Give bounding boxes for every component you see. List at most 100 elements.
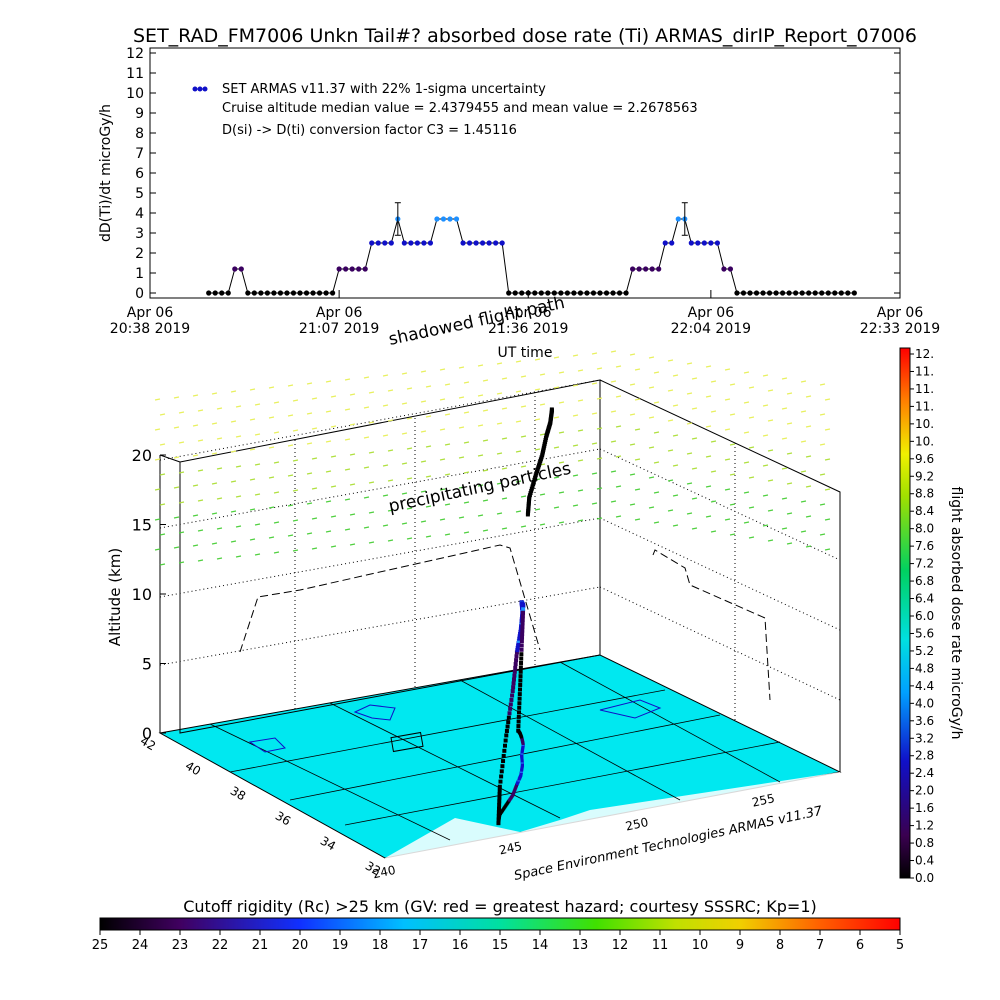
dose-rate-point (688, 240, 694, 246)
cutoff-colorbar-tick-label: 17 (412, 938, 429, 953)
cutoff-colorbar-tick-label: 8 (776, 938, 784, 953)
particle-mark (463, 411, 470, 414)
particle-mark (368, 511, 375, 514)
particle-mark (653, 371, 660, 374)
particle-mark (192, 454, 199, 457)
dose-colorbar-tick-label: 4.8 (915, 661, 934, 675)
particle-mark (482, 379, 489, 382)
flight-path-point (517, 692, 522, 697)
particle-mark (230, 450, 237, 453)
dose-rate-point (773, 290, 779, 296)
particle-mark (178, 531, 185, 534)
particle-mark (425, 415, 432, 418)
dose-rate-point (806, 290, 812, 296)
particle-mark (249, 508, 256, 511)
particle-mark (762, 464, 769, 467)
particle-mark (767, 389, 774, 392)
particle-mark (615, 365, 622, 368)
particle-mark (800, 410, 807, 413)
particle-mark (235, 435, 242, 438)
particle-mark (558, 491, 565, 494)
flight-path-point (521, 607, 526, 612)
dose-rate-point (303, 290, 310, 296)
particle-mark (539, 433, 546, 436)
flight-path-point (517, 696, 522, 701)
flight-path-point (517, 636, 522, 641)
particle-mark (653, 491, 660, 494)
particle-mark (306, 442, 313, 445)
top-y-tick-label: 4 (135, 206, 144, 222)
particle-mark (781, 527, 788, 530)
cutoff-colorbar-bar (99, 917, 901, 931)
particle-mark (425, 475, 432, 478)
particle-mark (235, 405, 242, 408)
particle-mark (819, 473, 826, 476)
particle-mark (368, 391, 375, 394)
particle-mark (216, 557, 223, 560)
flight-path-point (508, 706, 513, 711)
particle-mark (325, 500, 332, 503)
particle-mark (178, 441, 185, 444)
particle-mark (648, 446, 655, 449)
top-y-tick-label: 3 (135, 226, 144, 242)
error-bars (394, 202, 688, 236)
dose-rate-point (512, 290, 518, 296)
particle-mark (382, 464, 389, 467)
particle-mark (197, 409, 204, 412)
particle-mark (596, 487, 603, 490)
particle-mark (653, 521, 660, 524)
particle-mark (539, 373, 546, 376)
particle-mark (558, 401, 565, 404)
particle-mark (520, 465, 527, 468)
particle-mark (629, 383, 636, 386)
particle-mark (724, 488, 731, 491)
shadowed-path-point (533, 473, 538, 478)
particle-mark (819, 503, 826, 506)
particle-mark (686, 482, 693, 485)
shadowed-path-point (538, 459, 543, 464)
particle-mark (824, 518, 831, 521)
particle-mark (406, 387, 413, 390)
particle-mark (482, 529, 489, 532)
dose-colorbar-tick-label: 5.2 (915, 644, 934, 658)
top-y-axis-label: dD(Ti)/dt microGy/h (98, 104, 114, 242)
particle-mark (482, 409, 489, 412)
dose-colorbar-tick-label: 4.0 (915, 696, 934, 710)
particle-mark (439, 368, 446, 371)
particle-mark (634, 488, 641, 491)
particle-mark (824, 428, 831, 431)
particle-mark (159, 503, 166, 506)
particle-mark (444, 383, 451, 386)
particle-mark (705, 515, 712, 518)
particle-mark (325, 440, 332, 443)
particle-mark (439, 458, 446, 461)
particle-mark (325, 470, 332, 473)
particle-mark (292, 519, 299, 522)
dose-rate-point (584, 290, 590, 296)
top-y-tick-label: 9 (135, 106, 144, 122)
particle-mark (230, 420, 237, 423)
particle-mark (306, 502, 313, 505)
particle-mark (439, 518, 446, 521)
particle-mark (178, 501, 185, 504)
particle-mark (401, 492, 408, 495)
particle-mark (572, 474, 579, 477)
longitude-tick-label: 255 (751, 791, 776, 809)
particle-mark (539, 523, 546, 526)
dose-rate-point (590, 290, 597, 296)
top-x-tick-time: 22:04 2019 (671, 321, 751, 337)
particle-mark (577, 399, 584, 402)
particle-mark (344, 468, 351, 471)
particle-mark (197, 469, 204, 472)
dose-rate-point (701, 240, 707, 246)
dose-rate-point (825, 290, 831, 296)
particle-mark (648, 506, 655, 509)
particle-mark (800, 470, 807, 473)
particle-mark (211, 512, 218, 515)
particle-mark (197, 559, 204, 562)
particle-mark (648, 416, 655, 419)
particle-mark (501, 527, 508, 530)
dose-rate-point (780, 290, 786, 296)
particle-mark (724, 398, 731, 401)
flight-path-point (512, 669, 517, 674)
